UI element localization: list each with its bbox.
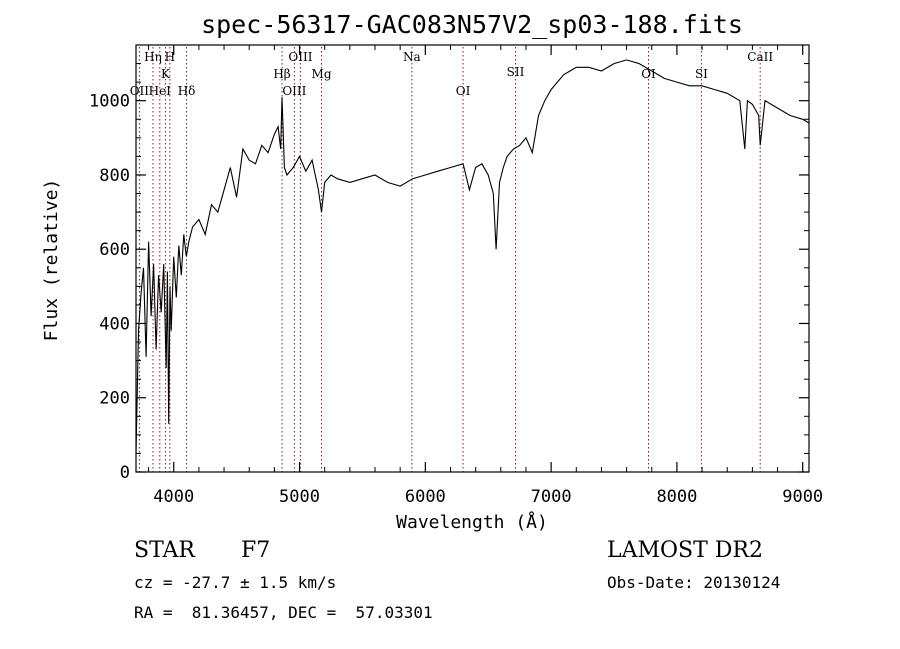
line-marker-label: Mg: [312, 67, 332, 81]
object-class: STAR: [134, 538, 195, 563]
line-marker-label: OII: [130, 84, 150, 98]
line-marker-label: Hη: [144, 50, 162, 64]
line-marker-label: Hδ: [178, 84, 196, 98]
x-tick-label: 8000: [656, 487, 697, 507]
line-marker-label: CaII: [747, 50, 773, 64]
survey-name: LAMOST DR2: [607, 538, 763, 563]
line-markers: [138, 47, 761, 472]
line-marker-label: H: [165, 50, 175, 64]
x-tick-label: 4000: [153, 487, 194, 507]
spectrum-chart: spec-56317-GAC083N57V2_sp03-188.fits OII…: [41, 10, 823, 533]
x-ticks: 4000 5000 6000 7000 8000 9000: [148, 45, 823, 507]
coordinates: RA = 81.36457, DEC = 57.03301: [134, 603, 433, 622]
observation-date: Obs-Date: 20130124: [607, 573, 781, 592]
x-tick-label: 7000: [531, 487, 572, 507]
line-marker-label: Hβ: [273, 67, 290, 81]
y-ticks: 0 200 400 600 800 1000: [89, 44, 809, 483]
y-axis-label: Flux (relative): [41, 179, 62, 342]
y-tick-label: 400: [99, 314, 130, 334]
line-marker-label: OIII: [282, 84, 306, 98]
object-subclass: F7: [241, 538, 271, 563]
line-marker-label: Na: [403, 50, 421, 64]
line-marker-label: OI: [641, 67, 656, 81]
y-tick-label: 1000: [89, 92, 130, 112]
y-tick-label: 0: [120, 463, 130, 483]
spectrum-line: [135, 59, 810, 454]
x-tick-label: 9000: [782, 487, 823, 507]
line-marker-label: SI: [695, 67, 708, 81]
chart-title: spec-56317-GAC083N57V2_sp03-188.fits: [201, 10, 743, 39]
line-marker-label: SII: [507, 65, 525, 79]
redshift-cz: cz = -27.7 ± 1.5 km/s: [134, 573, 337, 592]
y-tick-label: 800: [99, 166, 130, 186]
plot-frame: [135, 44, 810, 473]
y-tick-label: 600: [99, 240, 130, 260]
x-tick-label: 5000: [279, 487, 320, 507]
x-tick-label: 6000: [405, 487, 446, 507]
x-axis-label: Wavelength (Å): [396, 511, 548, 533]
line-marker-label: K: [161, 67, 171, 81]
line-marker-label: OIII: [288, 50, 312, 64]
line-marker-label: HeI: [149, 84, 172, 98]
y-tick-label: 200: [99, 389, 130, 409]
line-marker-label: OI: [456, 84, 471, 98]
